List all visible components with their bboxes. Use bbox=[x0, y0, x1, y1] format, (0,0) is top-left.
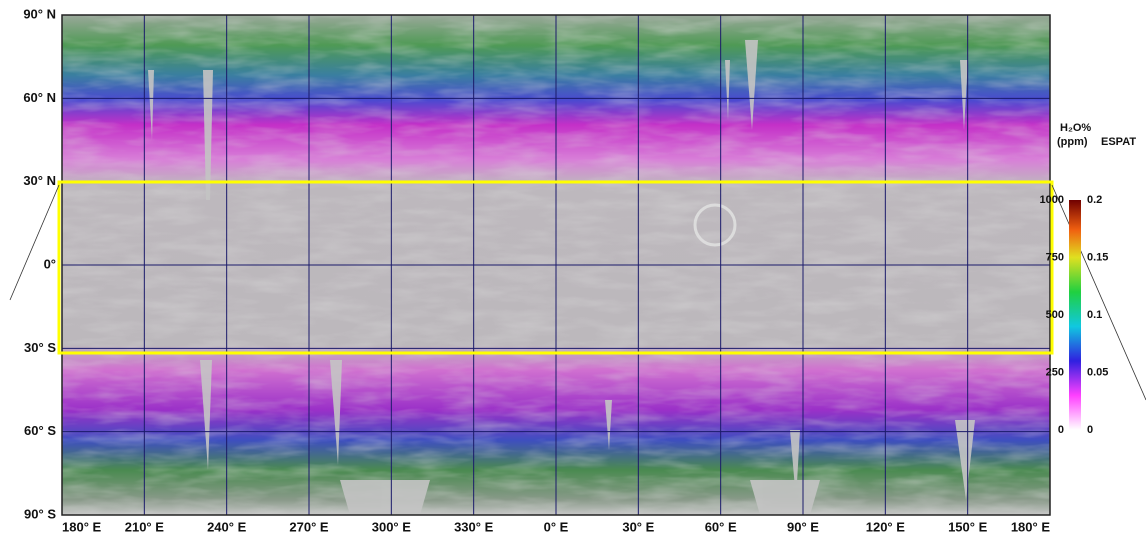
legend-title: (ppm) bbox=[1057, 136, 1088, 148]
colorbar-label: 0.1 bbox=[1087, 309, 1102, 321]
lon-label: 0° E bbox=[544, 519, 569, 534]
lon-label: 150° E bbox=[948, 519, 988, 534]
lon-label: 300° E bbox=[372, 519, 412, 534]
lat-label: 60° N bbox=[23, 90, 56, 105]
colorbar-label: 0.2 bbox=[1087, 194, 1102, 206]
lat-label: 0° bbox=[44, 256, 56, 271]
lon-label: 180° E bbox=[62, 519, 102, 534]
lat-label: 30° S bbox=[24, 340, 56, 355]
lat-label: 90° S bbox=[24, 506, 56, 521]
map bbox=[10, 15, 1146, 515]
colorbar-label: 0.05 bbox=[1087, 366, 1108, 378]
colorbar-label: 750 bbox=[1046, 251, 1064, 263]
lat-label: 60° S bbox=[24, 423, 56, 438]
lon-label: 180° E bbox=[1011, 519, 1051, 534]
colorbar-label: 0.15 bbox=[1087, 251, 1108, 263]
lon-label: 90° E bbox=[787, 519, 819, 534]
lon-label: 120° E bbox=[866, 519, 906, 534]
legend-title: H₂O% bbox=[1060, 122, 1091, 134]
legend-title: ESPAT bbox=[1101, 136, 1136, 148]
lon-label: 210° E bbox=[125, 519, 165, 534]
colorbar-label: 1000 bbox=[1040, 194, 1064, 206]
colorbar-label: 500 bbox=[1046, 309, 1064, 321]
figure: H₂O% (ppm) ESPAT 1000 750 500 250 0 0.2 0.15 0.… bbox=[0, 0, 1146, 536]
legend: H₂O% (ppm) ESPAT 1000 750 500 250 0 0.2 0.15 0.… bbox=[1040, 122, 1137, 436]
colorbar-label: 0 bbox=[1087, 424, 1093, 436]
colorbar bbox=[1069, 200, 1081, 430]
colorbar-label: 250 bbox=[1046, 366, 1064, 378]
lon-label: 240° E bbox=[207, 519, 247, 534]
lon-label: 330° E bbox=[454, 519, 494, 534]
lon-label: 270° E bbox=[289, 519, 329, 534]
colorbar-label: 0 bbox=[1058, 424, 1064, 436]
lon-label: 60° E bbox=[705, 519, 737, 534]
lat-label: 90° N bbox=[23, 6, 56, 21]
lat-label: 30° N bbox=[23, 173, 56, 188]
lon-label: 30° E bbox=[622, 519, 654, 534]
zoom-line bbox=[10, 185, 59, 300]
